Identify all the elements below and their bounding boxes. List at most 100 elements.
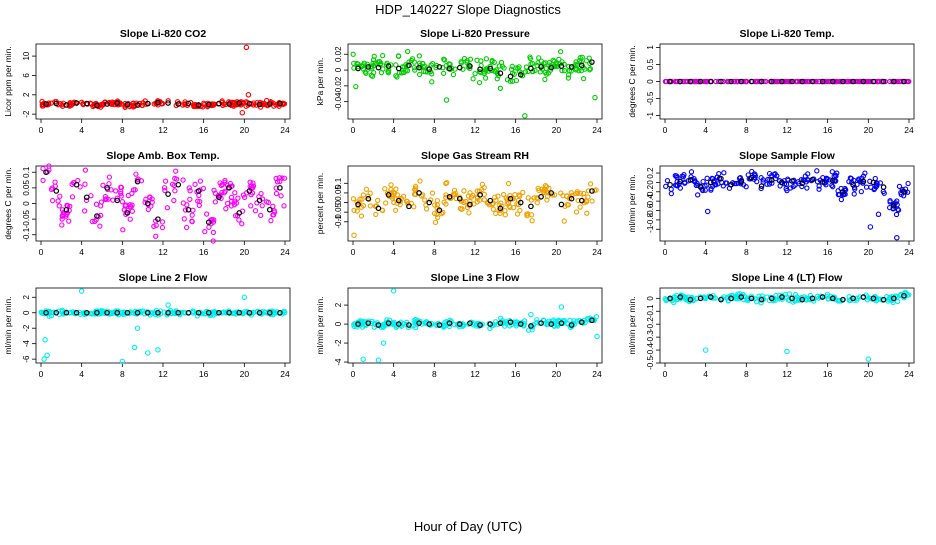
x-tick-label: 4 (391, 247, 396, 257)
data-point (508, 66, 515, 73)
mean-point (175, 181, 182, 188)
data-point (189, 218, 195, 225)
data-point (210, 238, 216, 244)
y-tick-label: 0.5 (646, 58, 655, 70)
x-tick-label: 0 (663, 247, 668, 257)
x-tick-label: 20 (240, 125, 250, 135)
data-point (525, 327, 532, 333)
data-point (799, 183, 805, 190)
data-point (228, 194, 235, 201)
data-point (754, 178, 760, 185)
x-tick-label: 12 (158, 369, 168, 379)
panel-5: Slope Gas Stream RH percent per min. 0 4 8 12… (315, 150, 603, 257)
data-point (252, 208, 259, 214)
data-point (180, 200, 187, 206)
data-point (258, 212, 264, 219)
mean-point (456, 64, 463, 71)
mean-point (677, 78, 684, 85)
data-point (274, 179, 281, 185)
mean-point (768, 177, 775, 183)
mean-point (165, 191, 171, 197)
data-point (704, 175, 710, 181)
mean-point (53, 188, 60, 194)
data-point (118, 188, 124, 195)
data-point (566, 63, 572, 70)
mean-point (43, 169, 49, 176)
data-point (432, 202, 438, 208)
data-point (403, 62, 409, 68)
data-point (121, 207, 128, 213)
data-points (350, 178, 599, 238)
data-point (202, 228, 208, 235)
data-point (367, 190, 373, 196)
data-point (502, 207, 508, 214)
data-point (527, 54, 533, 60)
data-point (544, 197, 550, 203)
data-point (758, 185, 764, 192)
data-point (867, 78, 874, 85)
outlier-point (592, 94, 598, 101)
x-tick-label: 4 (703, 369, 708, 379)
mean-point (809, 176, 816, 183)
data-point (481, 197, 488, 203)
mean-point (134, 102, 141, 108)
data-point (470, 76, 476, 82)
data-point (279, 100, 286, 106)
data-point (107, 310, 113, 316)
mean-point (226, 309, 232, 316)
mean-point (901, 78, 907, 85)
mean-point (226, 185, 232, 191)
x-tick-label: 12 (470, 247, 480, 257)
data-point (497, 210, 503, 217)
mean-point (256, 197, 263, 204)
data-point (59, 222, 65, 228)
data-point (510, 195, 516, 202)
data-point (561, 67, 568, 74)
x-tick-label: 20 (864, 125, 874, 135)
data-point (736, 294, 742, 300)
mean-point (426, 321, 433, 327)
outlier-point (522, 113, 528, 119)
y-tick-label: 0 (646, 296, 655, 301)
y-tick-label: 0 (646, 180, 655, 185)
data-point (40, 165, 46, 172)
mean-point (517, 321, 524, 327)
data-point (726, 78, 732, 85)
data-point (55, 198, 61, 204)
data-point (585, 188, 592, 194)
panel-frame (35, 43, 291, 120)
data-point (98, 199, 105, 205)
x-tick-label: 24 (592, 125, 602, 135)
data-point (498, 59, 505, 66)
y-tick-label: -0.8 (646, 212, 655, 226)
outlier-point (134, 325, 141, 331)
data-point (370, 60, 376, 66)
outlier-point (239, 109, 246, 116)
data-point (743, 78, 750, 85)
outlier-point (41, 356, 47, 362)
panel-6: Slope Sample Flow ml/min per min. 0 4 8 12 16 2… (627, 150, 915, 257)
data-point (895, 298, 901, 305)
data-point (491, 68, 497, 74)
data-point (159, 224, 166, 231)
y-tick-label: -2 (334, 339, 343, 347)
data-point (133, 171, 139, 177)
panel-3: Slope Li-820 Temp. degrees C per min. 0 4 8 1… (627, 28, 915, 135)
data-point (458, 60, 464, 66)
data-point (91, 102, 97, 109)
data-point (383, 320, 389, 326)
data-point (60, 311, 66, 317)
data-point (716, 170, 722, 177)
data-point (369, 73, 376, 79)
data-point (259, 310, 266, 316)
data-point (173, 168, 179, 174)
data-point (713, 78, 719, 85)
mean-point (738, 78, 745, 85)
data-point (537, 69, 543, 75)
mean-point (528, 323, 534, 329)
data-point (423, 206, 430, 212)
mean-point (406, 62, 412, 69)
data-point (519, 320, 525, 326)
mean-point (477, 66, 483, 73)
mean-point (216, 194, 222, 201)
